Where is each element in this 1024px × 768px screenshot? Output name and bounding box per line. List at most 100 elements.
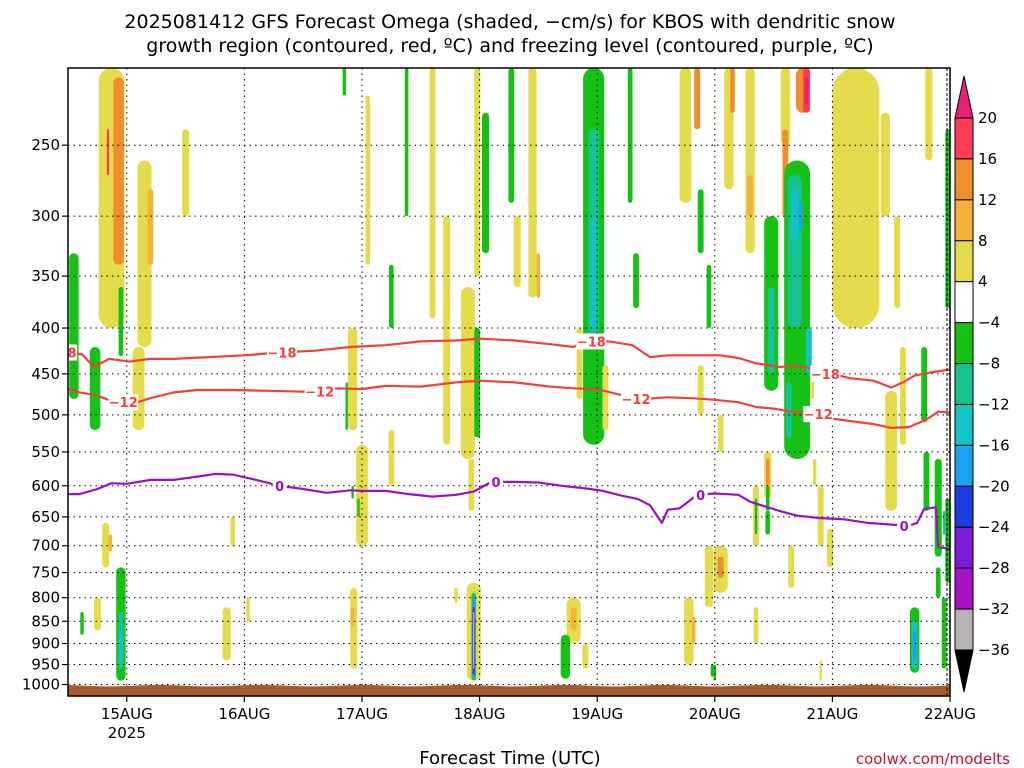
omega-cell xyxy=(921,347,928,423)
omega-cell xyxy=(813,458,817,486)
omega-cell xyxy=(106,129,110,176)
omega-cell xyxy=(570,607,577,631)
y-tick-label: 900 xyxy=(31,635,60,653)
plot-frame xyxy=(67,67,951,697)
omega-cell xyxy=(528,68,537,298)
omega-cell xyxy=(182,129,190,217)
colorbar-label: 4 xyxy=(978,273,988,291)
colorbar-segment xyxy=(954,485,974,528)
contour-label: −18 xyxy=(811,368,840,383)
omega-cell xyxy=(817,485,824,546)
omega-cell xyxy=(246,597,250,622)
omega-cell xyxy=(119,634,123,661)
y-axis: 250 300 350 400 450 500 550 600 650 700 750 800 850 9… xyxy=(22,136,68,694)
y-tick-label: 800 xyxy=(31,589,60,607)
omega-cell xyxy=(767,287,775,374)
omega-cell xyxy=(900,347,906,445)
omega-cell xyxy=(679,68,692,203)
x-tick-label: 21AUG xyxy=(806,705,858,723)
colorbar-segment xyxy=(954,158,974,201)
omega-cell xyxy=(482,112,490,254)
omega-cell xyxy=(710,664,715,677)
omega-cell xyxy=(717,414,724,452)
omega-cell xyxy=(765,510,771,535)
omega-cell xyxy=(388,430,395,486)
colorbar-label: 16 xyxy=(978,150,997,168)
omega-cell xyxy=(713,664,716,681)
colorbar-label: −32 xyxy=(978,600,1010,618)
contour-label-bg xyxy=(576,333,607,350)
omega-cell xyxy=(717,556,724,578)
omega-cell xyxy=(691,616,696,644)
omega-cell xyxy=(80,612,84,635)
colorbar-segment xyxy=(954,403,974,446)
omega-cell xyxy=(350,587,358,669)
omega-cell xyxy=(147,189,154,265)
contour-label: −18 xyxy=(48,347,77,362)
colorbar-label: −24 xyxy=(978,518,1010,536)
omega-cell xyxy=(602,365,609,431)
omega-cell xyxy=(766,485,770,511)
omega-cell xyxy=(805,328,812,374)
omega-cell xyxy=(589,216,596,328)
omega-cell xyxy=(923,451,930,511)
omega-cell xyxy=(356,444,368,546)
omega-cell xyxy=(102,522,110,568)
x-tick-label: 18AUG xyxy=(454,705,506,723)
contour-label: −12 xyxy=(305,386,334,401)
omega-cell xyxy=(69,253,79,399)
chart-title-line2: growth region (contoured, red, ºC) and f… xyxy=(146,35,873,57)
x-tick-label: 17AUG xyxy=(336,705,388,723)
omega-cell xyxy=(785,382,792,438)
omega-cell xyxy=(468,458,475,511)
y-tick-label: 400 xyxy=(31,319,60,337)
contour-label-bg xyxy=(68,344,78,361)
colorbar-label: 12 xyxy=(978,191,997,209)
omega-cell xyxy=(819,660,822,681)
omega-cell xyxy=(513,216,521,287)
colorbar-segment xyxy=(954,363,974,405)
omega-cell xyxy=(913,630,917,661)
contour-label: 0 xyxy=(275,480,284,495)
y-tick-label: 450 xyxy=(31,365,60,383)
contour-label-bg xyxy=(693,486,708,503)
colorbar-segment xyxy=(954,199,974,242)
x-tick-label: 15AUG xyxy=(101,705,153,723)
omega-cell xyxy=(536,253,541,298)
omega-shading xyxy=(69,68,950,681)
colorbar: 20 16 12 8 4 −4 −8 −12 −16 −20 −24 −28 −32 −36 xyxy=(954,75,1010,693)
colorbar-label: −8 xyxy=(978,355,1000,373)
chart-title-line1: 2025081412 GFS Forecast Omega (shaded, −… xyxy=(124,11,895,33)
y-tick-label: 850 xyxy=(31,612,60,630)
omega-cell xyxy=(945,129,950,309)
omega-cell xyxy=(443,216,451,445)
omega-cell xyxy=(694,68,701,130)
omega-cell xyxy=(108,534,113,552)
credit-link[interactable]: coolwx.com/modelts xyxy=(856,750,1010,768)
contour-label-bg xyxy=(267,344,298,361)
contour-label-bg xyxy=(803,406,834,423)
y-tick-label: 950 xyxy=(31,656,60,674)
omega-cell xyxy=(460,287,475,459)
colorbar-segment xyxy=(954,117,974,160)
omega-cell xyxy=(766,458,770,486)
y-tick-label: 650 xyxy=(31,508,60,526)
omega-cell xyxy=(404,68,409,217)
contour-label: −12 xyxy=(804,408,833,423)
colorbar-segment xyxy=(954,567,974,610)
omega-cell xyxy=(827,528,833,568)
contour-label-bg xyxy=(304,383,335,400)
colorbar-segment xyxy=(954,608,974,651)
omega-cell xyxy=(780,68,791,146)
colorbar-label: −28 xyxy=(978,559,1010,577)
colorbar-label: 8 xyxy=(978,232,988,250)
omega-cell xyxy=(118,287,124,357)
contour-label: 0 xyxy=(900,520,909,535)
colorbar-label: −12 xyxy=(978,395,1010,413)
contour-line xyxy=(68,472,950,551)
colorbar-segment xyxy=(954,444,974,487)
omega-cell xyxy=(347,328,358,431)
omega-cell xyxy=(704,545,713,608)
omega-cell xyxy=(473,612,475,669)
